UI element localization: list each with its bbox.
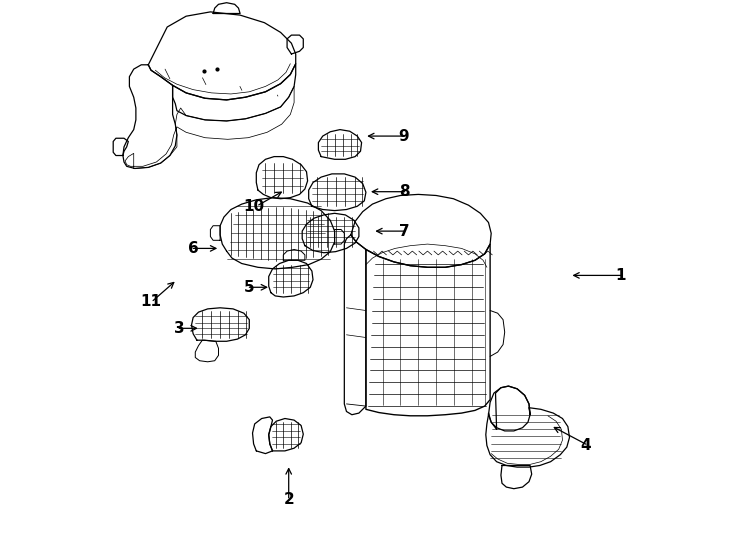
Text: 8: 8 (399, 184, 410, 199)
Polygon shape (125, 86, 294, 168)
Polygon shape (501, 465, 531, 489)
Polygon shape (252, 417, 272, 454)
Text: 4: 4 (581, 438, 591, 453)
Text: 5: 5 (244, 280, 255, 295)
Polygon shape (287, 35, 303, 54)
Polygon shape (220, 198, 335, 269)
Text: 11: 11 (140, 294, 161, 309)
Polygon shape (192, 308, 250, 341)
Polygon shape (256, 157, 308, 199)
Polygon shape (123, 65, 177, 168)
Polygon shape (309, 174, 366, 211)
Polygon shape (489, 386, 530, 431)
Text: 3: 3 (174, 321, 184, 336)
Text: 1: 1 (615, 268, 626, 283)
Polygon shape (351, 194, 491, 267)
Polygon shape (195, 340, 219, 362)
Text: 2: 2 (283, 492, 294, 508)
Polygon shape (302, 213, 359, 253)
Polygon shape (344, 235, 366, 415)
Polygon shape (319, 130, 362, 159)
Polygon shape (211, 226, 220, 240)
Polygon shape (283, 249, 305, 260)
Text: 9: 9 (399, 129, 409, 144)
Text: 10: 10 (243, 199, 264, 214)
Polygon shape (172, 64, 296, 121)
Text: 6: 6 (188, 241, 198, 256)
Polygon shape (486, 386, 570, 467)
Polygon shape (366, 244, 490, 416)
Text: 7: 7 (399, 224, 410, 239)
Polygon shape (113, 138, 128, 156)
Polygon shape (269, 418, 303, 451)
Polygon shape (213, 3, 240, 14)
Polygon shape (335, 230, 344, 244)
Polygon shape (269, 260, 313, 297)
Polygon shape (148, 12, 296, 100)
